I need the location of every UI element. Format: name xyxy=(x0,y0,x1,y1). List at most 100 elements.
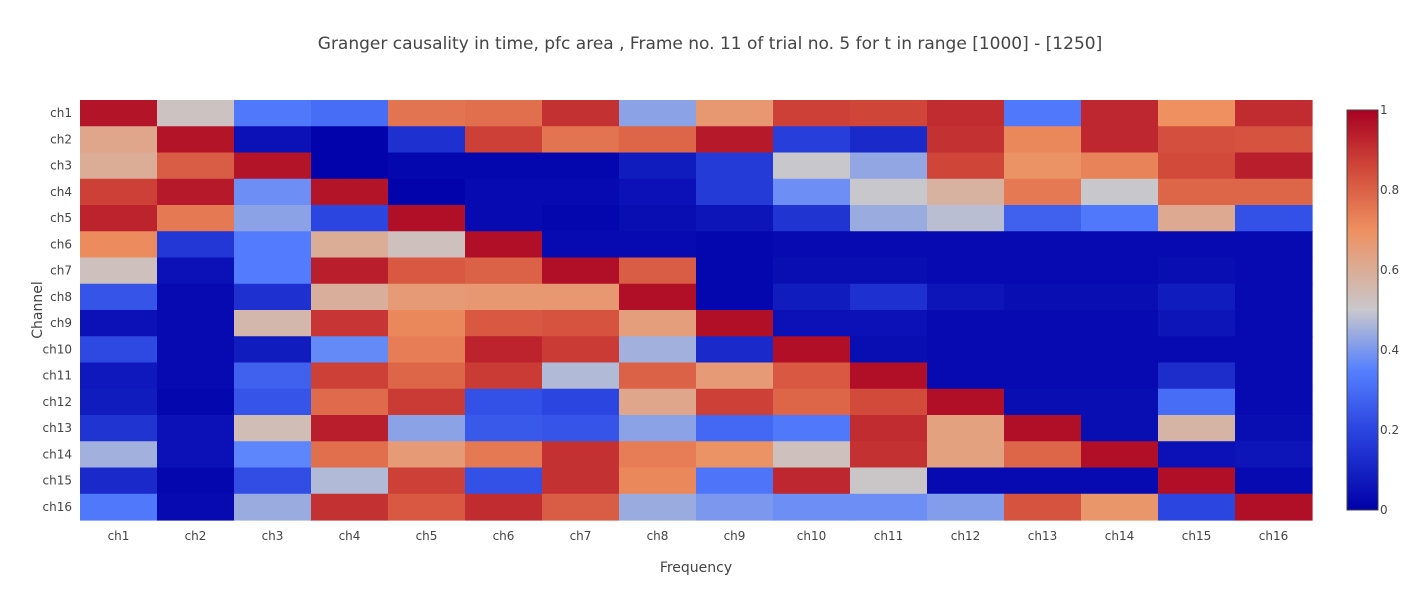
heatmap-cell xyxy=(80,388,158,416)
heatmap-cell xyxy=(311,257,389,285)
heatmap-cell xyxy=(850,178,928,206)
heatmap-cell xyxy=(234,467,312,495)
heatmap-cell xyxy=(1081,388,1159,416)
heatmap-cell xyxy=(465,388,543,416)
heatmap-cell xyxy=(542,126,620,154)
heatmap-cell xyxy=(1235,415,1313,442)
heatmap-cell xyxy=(927,467,1005,495)
heatmap-cell xyxy=(542,415,620,442)
x-tick-label: ch16 xyxy=(1259,529,1288,543)
heatmap-cell xyxy=(388,178,466,206)
heatmap-cell xyxy=(157,362,235,390)
heatmap-cell xyxy=(1158,336,1236,364)
heatmap-cell xyxy=(80,336,158,364)
heatmap-cell xyxy=(311,467,389,495)
heatmap-cell xyxy=(465,493,543,521)
heatmap-cell xyxy=(542,178,620,206)
heatmap-cell xyxy=(80,283,158,311)
heatmap-cell xyxy=(773,467,851,495)
heatmap-cell xyxy=(1081,283,1159,311)
heatmap-cell xyxy=(850,283,928,311)
heatmap-cell xyxy=(773,441,851,469)
heatmap-cell xyxy=(1081,415,1159,442)
heatmap-cell xyxy=(157,493,235,521)
colorbar xyxy=(1346,109,1379,511)
heatmap-cell xyxy=(157,100,235,127)
heatmap-cell xyxy=(388,205,466,232)
heatmap-cell xyxy=(80,415,158,442)
heatmap-cell xyxy=(619,336,697,364)
heatmap-cell xyxy=(1158,100,1236,127)
heatmap-cell xyxy=(927,283,1005,311)
heatmap-cell xyxy=(850,336,928,364)
x-axis-ticks: ch1 ch2 ch3 ch4 ch5 ch6 ch7 ch8 ch9 ch10 ch11 ch12 c… xyxy=(108,529,1289,543)
heatmap-cell xyxy=(157,231,235,259)
heatmap-cell xyxy=(696,310,774,337)
y-tick-label: ch9 xyxy=(50,316,72,330)
heatmap-cell xyxy=(1081,126,1159,154)
heatmap-cell xyxy=(157,152,235,180)
heatmap-cell xyxy=(850,310,928,337)
heatmap-cell xyxy=(1081,257,1159,285)
heatmap-cell xyxy=(388,257,466,285)
x-tick-label: ch2 xyxy=(185,529,207,543)
heatmap-cell xyxy=(234,415,312,442)
heatmap-cell xyxy=(773,336,851,364)
heatmap-cell xyxy=(1004,205,1082,232)
heatmap-cell xyxy=(927,388,1005,416)
heatmap-cell xyxy=(619,257,697,285)
x-tick-label: ch13 xyxy=(1028,529,1057,543)
heatmap-cell xyxy=(157,283,235,311)
heatmap-cell xyxy=(80,178,158,206)
heatmap-cell xyxy=(388,126,466,154)
heatmap-cell xyxy=(773,126,851,154)
heatmap-cell xyxy=(234,310,312,337)
heatmap-cell xyxy=(1235,467,1313,495)
heatmap-cell xyxy=(927,178,1005,206)
heatmap-cell xyxy=(465,100,543,127)
y-tick-label: ch8 xyxy=(50,290,72,304)
heatmap-cell xyxy=(619,362,697,390)
y-tick-label: ch15 xyxy=(43,474,72,488)
heatmap-cell xyxy=(850,231,928,259)
heatmap-cell xyxy=(619,493,697,521)
y-tick-label: ch11 xyxy=(43,369,72,383)
heatmap-cell xyxy=(696,178,774,206)
heatmap-cell xyxy=(311,336,389,364)
heatmap-cell xyxy=(1004,415,1082,442)
heatmap-cell xyxy=(234,336,312,364)
heatmap-cell xyxy=(465,336,543,364)
heatmap-cell xyxy=(157,205,235,232)
heatmap-cell xyxy=(1235,152,1313,180)
heatmap-cell xyxy=(542,336,620,364)
heatmap-cell xyxy=(311,441,389,469)
y-tick-label: ch16 xyxy=(43,500,72,514)
heatmap-cell xyxy=(311,100,389,127)
heatmap-cell xyxy=(80,126,158,154)
heatmap-cell xyxy=(80,493,158,521)
heatmap-cell xyxy=(542,283,620,311)
heatmap-cell xyxy=(1235,178,1313,206)
colorbar-tick-label: 0.8 xyxy=(1380,183,1399,197)
heatmap-cell xyxy=(1004,493,1082,521)
heatmap-cell xyxy=(696,336,774,364)
heatmap-cell xyxy=(80,257,158,285)
heatmap-cell xyxy=(1235,310,1313,337)
heatmap-cell xyxy=(696,126,774,154)
heatmap-cell xyxy=(465,415,543,442)
heatmap-cell xyxy=(465,126,543,154)
heatmap-cell xyxy=(1081,152,1159,180)
heatmap-cell xyxy=(1081,336,1159,364)
heatmap-cell xyxy=(388,310,466,337)
heatmap-cell xyxy=(465,231,543,259)
heatmap-cell xyxy=(311,231,389,259)
heatmap-cell xyxy=(1004,388,1082,416)
heatmap-cell xyxy=(773,388,851,416)
heatmap-cell xyxy=(1158,152,1236,180)
heatmap-cell xyxy=(773,152,851,180)
chart-title: Granger causality in time, pfc area , Fr… xyxy=(318,34,1102,54)
heatmap-cell xyxy=(773,231,851,259)
heatmap-cell xyxy=(234,441,312,469)
heatmap-cell xyxy=(1004,310,1082,337)
heatmap-cell xyxy=(1235,126,1313,154)
